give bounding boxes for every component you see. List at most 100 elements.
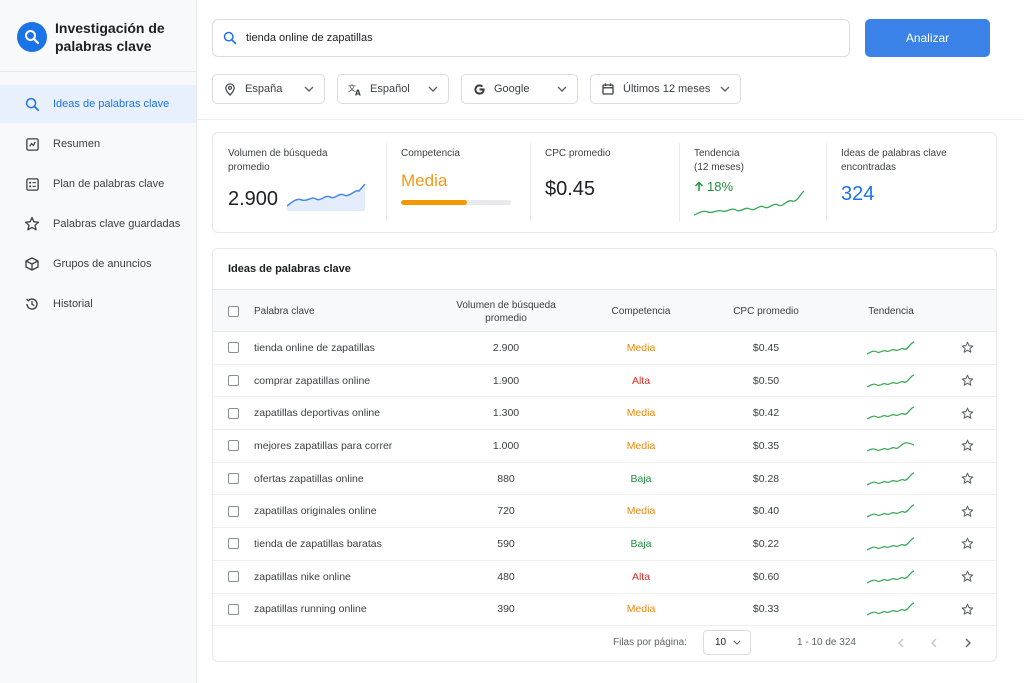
row-competition: Baja bbox=[630, 537, 652, 550]
header-trend[interactable]: Tendencia bbox=[868, 306, 914, 317]
row-checkbox[interactable] bbox=[228, 342, 239, 354]
star-icon[interactable] bbox=[961, 430, 974, 462]
row-trend-sparkline bbox=[867, 397, 916, 429]
location-filter-label: España bbox=[245, 83, 283, 95]
row-checkbox[interactable] bbox=[228, 538, 239, 550]
table-row[interactable]: comprar zapatillas online 1.900 Alta $0.50 bbox=[213, 365, 996, 398]
row-volume: 590 bbox=[497, 537, 515, 550]
sidebar-nav: Ideas de palabras clave Resumen Plan de … bbox=[0, 85, 196, 323]
competition-bar bbox=[401, 200, 511, 205]
chevron-down-icon bbox=[733, 640, 741, 645]
row-volume: 2.900 bbox=[492, 341, 520, 354]
previous-page-button[interactable] bbox=[926, 635, 942, 651]
row-checkbox[interactable] bbox=[228, 473, 239, 485]
select-all-checkbox-wrap[interactable] bbox=[228, 290, 239, 333]
row-checkbox[interactable] bbox=[228, 505, 239, 517]
table-row[interactable]: zapatillas deportivas online 1.300 Media $0… bbox=[213, 397, 996, 431]
row-checkbox-wrap[interactable] bbox=[228, 430, 239, 462]
metrics-panel: Volumen de búsqueda promedio 2.900 Compe… bbox=[212, 132, 997, 233]
search-icon bbox=[223, 31, 237, 45]
metric-competition: Competencia Media bbox=[386, 133, 530, 232]
header-volume[interactable]: Volumen de búsqueda promedio bbox=[456, 299, 556, 324]
star-icon[interactable] bbox=[961, 397, 974, 429]
table-row[interactable]: tienda online de zapatillas 2.900 Media $0.… bbox=[213, 332, 996, 365]
table-header: Palabra clave Volumen de búsqueda promed… bbox=[213, 289, 996, 332]
search-box[interactable] bbox=[212, 19, 850, 57]
select-all-checkbox[interactable] bbox=[228, 306, 239, 317]
row-cpc: $0.42 bbox=[752, 407, 780, 420]
row-checkbox[interactable] bbox=[228, 440, 239, 452]
header-keyword[interactable]: Palabra clave bbox=[254, 306, 315, 317]
sidebar-item-label: Ideas de palabras clave bbox=[53, 98, 170, 110]
table-row[interactable]: zapatillas originales online 720 Media $0.4… bbox=[213, 495, 996, 529]
metric-cpc-label: CPC promedio bbox=[545, 148, 611, 159]
sidebar-item-guardadas[interactable]: Palabras clave guardadas bbox=[0, 205, 196, 243]
row-checkbox-wrap[interactable] bbox=[228, 495, 239, 527]
table-row[interactable]: zapatillas running online 390 Media $0.33 bbox=[213, 594, 996, 627]
list-icon bbox=[23, 175, 41, 193]
table-row[interactable]: tienda de zapatillas baratas 590 Baja $0.22 bbox=[213, 528, 996, 561]
sidebar-item-grupos[interactable]: Grupos de anuncios bbox=[0, 245, 196, 283]
table-row[interactable]: mejores zapatillas para correr 1.000 Media… bbox=[213, 430, 996, 463]
star-icon[interactable] bbox=[961, 594, 974, 626]
row-checkbox-wrap[interactable] bbox=[228, 397, 239, 429]
row-checkbox-wrap[interactable] bbox=[228, 561, 239, 593]
row-checkbox-wrap[interactable] bbox=[228, 332, 239, 364]
location-filter[interactable]: España bbox=[212, 74, 325, 104]
star-icon[interactable] bbox=[961, 528, 974, 560]
table-row[interactable]: ofertas zapatillas online 880 Baja $0.28 bbox=[213, 463, 996, 496]
star-icon[interactable] bbox=[961, 332, 974, 364]
box-icon bbox=[23, 255, 41, 273]
row-checkbox-wrap[interactable] bbox=[228, 365, 239, 397]
row-volume: 1.000 bbox=[492, 439, 520, 452]
analyze-button[interactable]: Analizar bbox=[865, 19, 990, 57]
rows-per-page-value: 10 bbox=[715, 637, 727, 648]
table-row[interactable]: zapatillas nike online 480 Alta $0.60 bbox=[213, 561, 996, 594]
date-range-filter[interactable]: Últimos 12 meses bbox=[590, 74, 741, 104]
row-checkbox[interactable] bbox=[228, 603, 239, 615]
row-keyword: zapatillas nike online bbox=[254, 570, 351, 583]
rows-per-page-label: Filas por página: bbox=[613, 637, 687, 648]
row-checkbox-wrap[interactable] bbox=[228, 463, 239, 495]
metric-trend: Tendencia (12 meses) 18% bbox=[679, 133, 826, 232]
next-page-button[interactable] bbox=[960, 635, 976, 651]
row-checkbox-wrap[interactable] bbox=[228, 528, 239, 560]
star-icon[interactable] bbox=[961, 463, 974, 495]
brand-logo-search-icon bbox=[17, 22, 47, 52]
google-icon bbox=[472, 82, 486, 96]
star-icon[interactable] bbox=[961, 495, 974, 527]
location-icon bbox=[223, 82, 237, 96]
row-competition: Media bbox=[626, 603, 656, 616]
row-volume: 390 bbox=[497, 603, 515, 616]
header-competition[interactable]: Competencia bbox=[611, 306, 671, 317]
engine-filter[interactable]: Google bbox=[461, 74, 578, 104]
row-checkbox[interactable] bbox=[228, 375, 239, 387]
first-page-button[interactable] bbox=[893, 635, 909, 651]
star-icon[interactable] bbox=[961, 561, 974, 593]
sidebar-item-ideas[interactable]: Ideas de palabras clave bbox=[0, 85, 196, 123]
sidebar-item-resumen[interactable]: Resumen bbox=[0, 125, 196, 163]
row-keyword: tienda de zapatillas baratas bbox=[254, 537, 382, 550]
row-checkbox[interactable] bbox=[228, 571, 239, 583]
sidebar-item-label: Plan de palabras clave bbox=[53, 178, 165, 190]
row-keyword: zapatillas deportivas online bbox=[254, 407, 381, 420]
arrow-up-icon bbox=[694, 181, 704, 192]
svg-text:A: A bbox=[355, 88, 361, 96]
star-icon[interactable] bbox=[961, 365, 974, 397]
row-checkbox-wrap[interactable] bbox=[228, 594, 239, 626]
row-keyword: zapatillas running online bbox=[254, 603, 367, 616]
rows-per-page-select[interactable]: 10 bbox=[703, 630, 751, 655]
row-keyword: comprar zapatillas online bbox=[254, 374, 371, 387]
search-input[interactable] bbox=[246, 32, 826, 44]
row-trend-sparkline bbox=[867, 332, 916, 364]
row-competition: Media bbox=[626, 407, 656, 420]
history-icon bbox=[23, 295, 41, 313]
sidebar-item-historial[interactable]: Historial bbox=[0, 285, 196, 323]
row-checkbox[interactable] bbox=[228, 407, 239, 419]
sidebar-item-plan[interactable]: Plan de palabras clave bbox=[0, 165, 196, 203]
metric-cpc-value: $0.45 bbox=[545, 178, 596, 200]
row-trend-sparkline bbox=[867, 594, 916, 626]
header-cpc[interactable]: CPC promedio bbox=[733, 306, 799, 317]
sidebar-item-label: Resumen bbox=[53, 138, 101, 150]
